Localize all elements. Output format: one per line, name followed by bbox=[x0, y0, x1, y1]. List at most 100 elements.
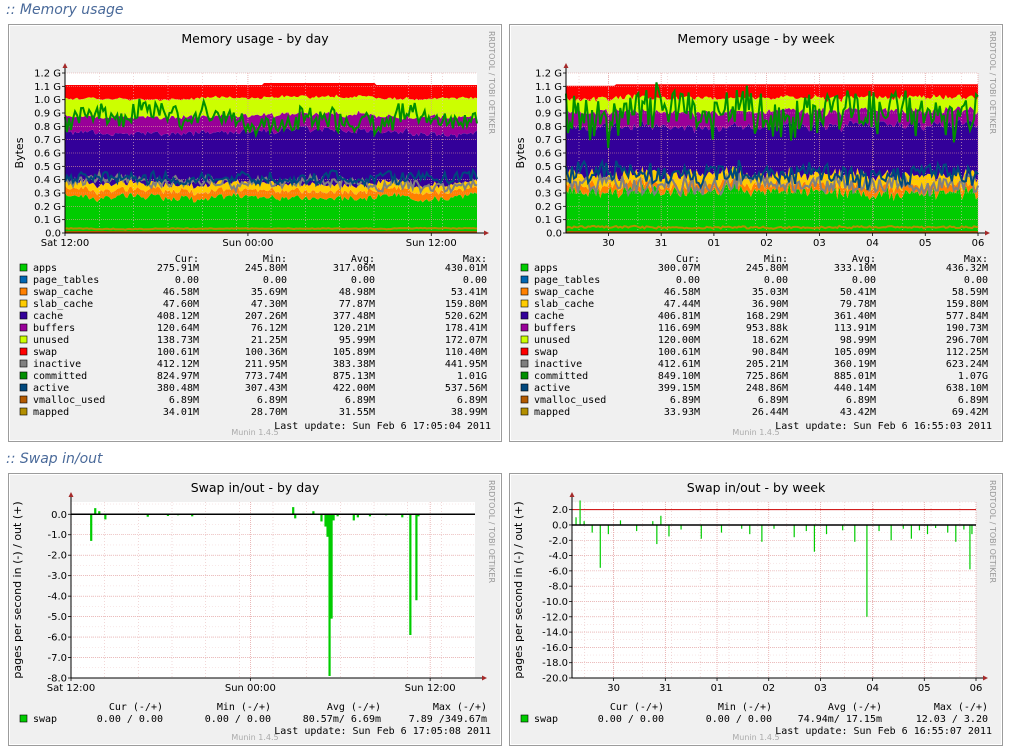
legend-value: 38.99M bbox=[451, 407, 487, 418]
legend-value: 100.36M bbox=[245, 347, 287, 358]
area-unused bbox=[65, 94, 477, 121]
legend-swatch-vmalloc_used bbox=[520, 395, 529, 404]
legend-value: 520.62M bbox=[445, 311, 487, 322]
y-tick-label: -16.0 bbox=[542, 643, 568, 654]
y-tick-label: 0.8 G bbox=[34, 122, 61, 133]
x-tick-label: 02 bbox=[760, 238, 773, 249]
legend-value: 47.60M bbox=[163, 299, 199, 310]
legend-label-unused: unused bbox=[33, 335, 69, 346]
y-tick-label: 0.8 G bbox=[535, 122, 562, 133]
y-tick-label: 0.1 G bbox=[535, 215, 562, 226]
legend-value: 100.61M bbox=[658, 347, 700, 358]
legend-value: 105.89M bbox=[333, 347, 375, 358]
y-tick-label: -2.0 bbox=[548, 536, 568, 547]
y-axis-arrow bbox=[62, 63, 68, 68]
legend-label-slab_cache: slab_cache bbox=[534, 299, 594, 310]
legend-header: Max (-/+) bbox=[934, 702, 988, 713]
munin-version: Munin 1.4.5 bbox=[732, 428, 779, 437]
legend-value: 0.00 bbox=[852, 275, 876, 286]
x-tick-label: 01 bbox=[708, 238, 721, 249]
legend-value: 35.69M bbox=[251, 287, 287, 298]
legend-value: 0.00 / 0.00 bbox=[205, 714, 271, 725]
area-cache bbox=[566, 119, 978, 184]
y-axis-label: pages per second in (-) / out (+) bbox=[512, 501, 525, 678]
area-apps bbox=[566, 182, 978, 233]
graph-swap-week[interactable]: Swap in/out - by week RRDTOOL / TOBI OETI… bbox=[509, 473, 1003, 746]
y-tick-label: 1.2 G bbox=[34, 69, 61, 80]
legend-swatch-mapped bbox=[520, 407, 529, 416]
legend-value: 1.01G bbox=[457, 371, 487, 382]
legend-value: 245.80M bbox=[245, 263, 287, 274]
legend-value: 31.55M bbox=[339, 407, 375, 418]
legend-label-buffers: buffers bbox=[534, 323, 576, 334]
legend-value: 120.00M bbox=[658, 335, 700, 346]
y-tick-label: 0.0 bbox=[51, 510, 67, 521]
legend-value: 120.64M bbox=[157, 323, 199, 334]
x-tick-label: 04 bbox=[866, 683, 879, 694]
y-axis-arrow bbox=[563, 63, 569, 68]
legend-swatch-swap bbox=[520, 347, 529, 356]
rrdtool-watermark: RRDTOOL / TOBI OETIKER bbox=[988, 31, 997, 134]
y-tick-label: -3.0 bbox=[47, 571, 67, 582]
graph-memory-week[interactable]: Memory usage - by week RRDTOOL / TOBI OET… bbox=[509, 24, 1003, 442]
area-swap bbox=[566, 84, 978, 103]
legend-label-inactive: inactive bbox=[534, 359, 582, 370]
y-tick-label: -6.0 bbox=[47, 633, 67, 644]
line-mapped bbox=[64, 226, 478, 231]
y-tick-label: 0.5 G bbox=[535, 162, 562, 173]
legend-value: 406.81M bbox=[658, 311, 700, 322]
legend-value: 50.41M bbox=[840, 287, 876, 298]
x-axis-arrow bbox=[484, 230, 489, 236]
legend-value: 245.80M bbox=[746, 263, 788, 274]
legend-label-swap: swap bbox=[534, 714, 558, 725]
legend-value: 138.73M bbox=[157, 335, 199, 346]
line-active bbox=[565, 158, 979, 191]
x-axis-arrow bbox=[983, 675, 988, 681]
section-title-memory: :: Memory usage bbox=[6, 2, 124, 18]
legend-swatch-vmalloc_used bbox=[19, 395, 28, 404]
legend-value: 159.80M bbox=[445, 299, 487, 310]
legend-value: 0.00 bbox=[764, 275, 788, 286]
legend-value: 110.40M bbox=[445, 347, 487, 358]
legend-value: 98.99M bbox=[840, 335, 876, 346]
legend-value: 28.70M bbox=[251, 407, 287, 418]
legend-swatch-buffers bbox=[520, 323, 529, 332]
legend-value: 47.30M bbox=[251, 299, 287, 310]
graph-swap-day[interactable]: Swap in/out - by day RRDTOOL / TOBI OETIK… bbox=[8, 473, 502, 746]
legend-label-vmalloc_used: vmalloc_used bbox=[33, 395, 105, 406]
legend-value: 46.58M bbox=[163, 287, 199, 298]
legend-value: 113.91M bbox=[834, 323, 876, 334]
legend-value: 6.89M bbox=[758, 395, 788, 406]
y-tick-label: 0.6 G bbox=[34, 149, 61, 160]
y-tick-label: -7.0 bbox=[47, 653, 67, 664]
legend-swatch-swap bbox=[520, 714, 529, 723]
legend-header: Min (-/+) bbox=[718, 702, 772, 713]
legend-value: 36.90M bbox=[752, 299, 788, 310]
legend-value: 248.86M bbox=[746, 383, 788, 394]
y-tick-label: 0.0 bbox=[546, 229, 562, 240]
legend-header: Min: bbox=[263, 254, 287, 265]
y-tick-label: -6.0 bbox=[548, 566, 568, 577]
section-title-swap[interactable]: :: Swap in/out bbox=[6, 451, 103, 467]
legend-value: 12.03 / 3.20 bbox=[916, 714, 988, 725]
legend-label-apps: apps bbox=[33, 263, 57, 274]
legend-swatch-active bbox=[19, 383, 28, 392]
x-tick-label: 05 bbox=[918, 683, 931, 694]
graph-memory-day[interactable]: Memory usage - by day RRDTOOL / TOBI OETI… bbox=[8, 24, 502, 442]
legend-label-swap: swap bbox=[534, 347, 558, 358]
y-tick-label: -18.0 bbox=[542, 658, 568, 669]
chart-title: Swap in/out - by day bbox=[191, 480, 320, 495]
legend-swatch-buffers bbox=[19, 323, 28, 332]
legend-value: 623.24M bbox=[946, 359, 988, 370]
legend-label-active: active bbox=[534, 383, 570, 394]
legend-label-committed: committed bbox=[534, 371, 588, 382]
x-tick-label: 06 bbox=[972, 238, 985, 249]
x-tick-label: 05 bbox=[919, 238, 932, 249]
x-tick-label: Sun 00:00 bbox=[225, 683, 276, 694]
legend-value: 0.00 bbox=[351, 275, 375, 286]
chart-memory-week: Memory usage - by week RRDTOOL / TOBI OET… bbox=[514, 31, 997, 437]
legend-header: Avg: bbox=[852, 254, 876, 265]
legend-label-slab_cache: slab_cache bbox=[33, 299, 93, 310]
legend-value: 296.70M bbox=[946, 335, 988, 346]
x-tick-label: 04 bbox=[866, 238, 879, 249]
